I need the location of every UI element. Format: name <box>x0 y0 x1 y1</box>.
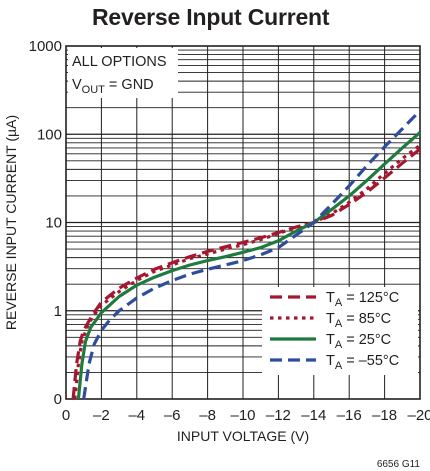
figure-id: 6656 G11 <box>377 459 421 470</box>
x-tick-label: –18 <box>372 407 397 424</box>
chart-title: Reverse Input Current <box>92 4 330 30</box>
legend: TA = 125°C TA = 85°C TA = 25°C TA = –55°C <box>262 287 418 375</box>
x-tick-label: –4 <box>128 407 145 424</box>
y-tick-label: 10 <box>45 215 62 232</box>
plot-frame <box>65 45 421 400</box>
y-tick-label: 0 <box>54 391 62 408</box>
series-line <box>73 144 421 400</box>
series-lines <box>71 109 422 400</box>
x-tick-label: –2 <box>93 407 110 424</box>
series-line <box>82 109 422 400</box>
legend-label: TA = –55°C <box>326 353 399 372</box>
x-tick-label: –16 <box>337 407 362 424</box>
annotation-box: ALL OPTIONS VOUT = GND <box>68 48 178 98</box>
x-tick-label: –20 <box>407 407 430 424</box>
legend-label: TA = 85°C <box>326 311 391 330</box>
y-tick-label: 1000 <box>29 38 62 55</box>
y-tick-labels: 0 1 10 100 1000 <box>29 38 62 408</box>
x-tick-label: –12 <box>266 407 291 424</box>
x-axis-label: INPUT VOLTAGE (V) <box>177 428 309 444</box>
x-tick-label: –14 <box>301 407 326 424</box>
series-line <box>76 131 422 400</box>
y-tick-label: 1 <box>54 303 62 320</box>
y-tick-label: 100 <box>37 126 62 143</box>
x-tick-labels: 0 –2 –4 –6 –8 –10 –12 –14 –16 –18 –20 <box>62 407 430 424</box>
x-tick-label: 0 <box>62 407 70 424</box>
y-axis-label: REVERSE INPUT CURRENT (µA) <box>3 115 19 330</box>
annotation-line-2: VOUT = GND <box>72 77 154 96</box>
annotation-line-1: ALL OPTIONS <box>72 54 167 70</box>
x-tick-label: –10 <box>230 407 255 424</box>
x-tick-label: –6 <box>164 407 181 424</box>
x-tick-label: –8 <box>199 407 216 424</box>
legend-label: TA = 25°C <box>326 332 391 351</box>
legend-label: TA = 125°C <box>326 290 399 309</box>
